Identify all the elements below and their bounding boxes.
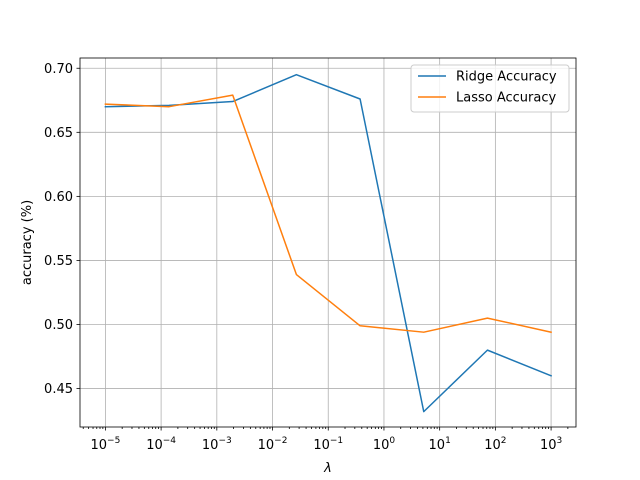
x-tick-label: 102	[484, 436, 506, 453]
legend: Ridge Accuracy Lasso Accuracy	[410, 64, 570, 113]
x-tick-label: 101	[429, 436, 451, 453]
x-tick-label: 100	[373, 436, 396, 453]
x-tick-label: 10−5	[90, 436, 120, 453]
x-tick-label: 10−4	[146, 436, 176, 453]
y-tick-label: 0.55	[44, 254, 73, 269]
y-tick-label: 0.50	[44, 318, 73, 333]
grid	[80, 58, 576, 427]
y-tick-label: 0.45	[44, 382, 73, 397]
x-axis-ticks: 10−5 10−4 10−3 10−2 10−1 100 101 102 103	[90, 427, 562, 453]
legend-label-ridge: Ridge Accuracy	[456, 70, 557, 85]
x-tick-label: 10−1	[313, 436, 343, 453]
legend-box	[410, 64, 570, 113]
y-tick-label: 0.60	[44, 190, 73, 205]
x-tick-label: 103	[540, 436, 562, 453]
x-tick-label: 10−3	[202, 436, 232, 453]
series-line-lasso-accuracy	[104, 94, 552, 334]
x-tick-label: 10−2	[258, 436, 288, 453]
y-axis-label: accuracy (%)	[20, 200, 35, 285]
x-axis-label: λ	[323, 461, 332, 476]
y-tick-label: 0.65	[44, 126, 73, 141]
y-tick-label: 0.70	[44, 62, 73, 77]
y-axis-ticks: 0.45 0.50 0.55 0.60 0.65 0.70	[44, 62, 80, 397]
plot-lines	[104, 73, 553, 413]
legend-label-lasso: Lasso Accuracy	[456, 91, 556, 106]
